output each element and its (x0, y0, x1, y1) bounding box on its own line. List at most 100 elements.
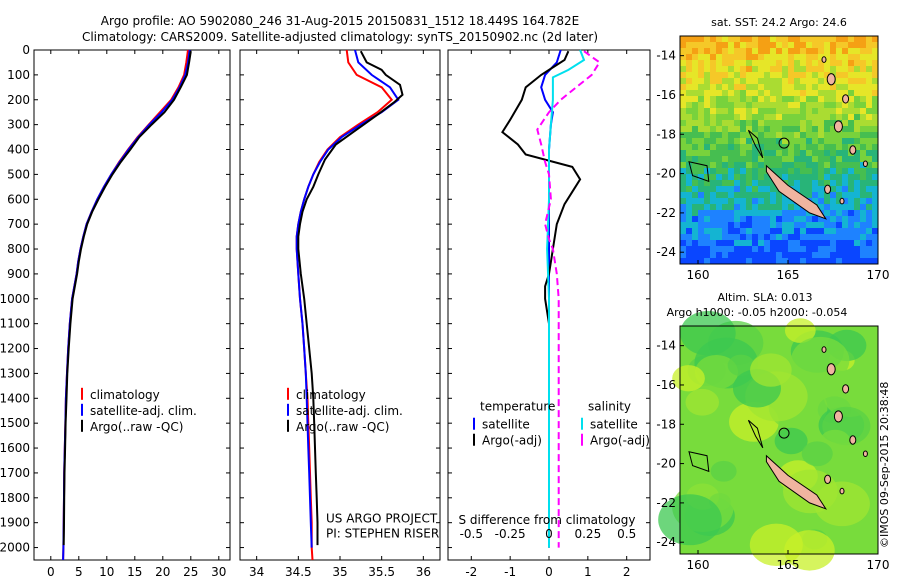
sst-cell (794, 78, 800, 84)
sst-cell (758, 222, 764, 228)
sst-cell (728, 180, 734, 186)
sst-cell (692, 186, 698, 192)
sst-cell (680, 162, 686, 168)
sst-cell (722, 222, 728, 228)
sst-cell (698, 192, 704, 198)
sst-cell (854, 204, 860, 210)
legend-label: Argo(-adj) (482, 434, 542, 448)
sst-cell (860, 138, 866, 144)
legend-label: climatology (296, 388, 366, 402)
sst-cell (788, 234, 794, 240)
sst-cell (746, 48, 752, 54)
sst-cell (686, 84, 692, 90)
sst-cell (692, 90, 698, 96)
sla-blob (710, 460, 737, 482)
sst-cell (746, 72, 752, 78)
sst-cell (794, 36, 800, 42)
sst-cell (770, 132, 776, 138)
sst-cell (824, 228, 830, 234)
sst-cell (860, 210, 866, 216)
sst-cell (704, 222, 710, 228)
sst-cell (872, 234, 878, 240)
sst-cell (836, 228, 842, 234)
sst-cell (782, 102, 788, 108)
sst-cell (812, 36, 818, 42)
sst-cell (704, 96, 710, 102)
sst-cell (854, 240, 860, 246)
sst-cell (728, 66, 734, 72)
sst-cell (782, 78, 788, 84)
sst-cell (830, 204, 836, 210)
sst-cell (776, 66, 782, 72)
sst-cell (872, 102, 878, 108)
sst-cell (800, 120, 806, 126)
island (824, 474, 832, 485)
sst-cell (866, 78, 872, 84)
sst-cell (740, 240, 746, 246)
sst-cell (806, 258, 812, 264)
sst-cell (854, 72, 860, 78)
sst-cell (734, 174, 740, 180)
sla-blob (784, 318, 816, 343)
sst-cell (806, 162, 812, 168)
sst-cell (830, 132, 836, 138)
sst-cell (836, 216, 842, 222)
sst-cell (704, 84, 710, 90)
depth-tick-label: 2000 (0, 541, 30, 555)
sst-cell (704, 108, 710, 114)
sst-cell (794, 156, 800, 162)
sst-cell (770, 234, 776, 240)
sst-cell (710, 174, 716, 180)
sst-cell (830, 138, 836, 144)
sst-cell (776, 132, 782, 138)
sst-cell (824, 240, 830, 246)
sst-cell (692, 60, 698, 66)
difference-top-tick-label: 0.5 (617, 527, 636, 541)
sst-cell (800, 168, 806, 174)
sst-cell (698, 72, 704, 78)
sst-cell (764, 84, 770, 90)
sst-cell (728, 198, 734, 204)
sst-cell (818, 252, 824, 258)
sst-cell (860, 90, 866, 96)
sst-cell (818, 222, 824, 228)
difference-xtick-label: 0 (545, 565, 553, 579)
sst-cell (794, 120, 800, 126)
island (849, 435, 857, 445)
sst-cell (836, 222, 842, 228)
sst-cell (710, 162, 716, 168)
sst-cell (842, 54, 848, 60)
sst-cell (704, 216, 710, 222)
sst-cell (806, 156, 812, 162)
sst-cell (734, 60, 740, 66)
sst-cell (704, 234, 710, 240)
sst-cell (680, 54, 686, 60)
sst-cell (740, 192, 746, 198)
sst-cell (788, 114, 794, 120)
sst-cell (728, 90, 734, 96)
sst-cell (716, 132, 722, 138)
sst-cell (698, 36, 704, 42)
sst-cell (758, 258, 764, 264)
temperature-series-argo---raw--qc- (62, 51, 192, 546)
sst-cell (746, 162, 752, 168)
sst-cell (776, 108, 782, 114)
sst-cell (680, 174, 686, 180)
sst-cell (752, 156, 758, 162)
sst-cell (830, 120, 836, 126)
sst-cell (764, 108, 770, 114)
sst-cell (842, 228, 848, 234)
sst-cell (782, 126, 788, 132)
sst-cell (812, 216, 818, 222)
sst-cell (770, 90, 776, 96)
sst-cell (836, 162, 842, 168)
sst-cell (782, 108, 788, 114)
sst-cell (746, 96, 752, 102)
sst-cell (764, 138, 770, 144)
sst-cell (698, 150, 704, 156)
sst-cell (704, 114, 710, 120)
sst-cell (812, 186, 818, 192)
sst-cell (860, 246, 866, 252)
sst-cell (854, 120, 860, 126)
sst-cell (872, 210, 878, 216)
